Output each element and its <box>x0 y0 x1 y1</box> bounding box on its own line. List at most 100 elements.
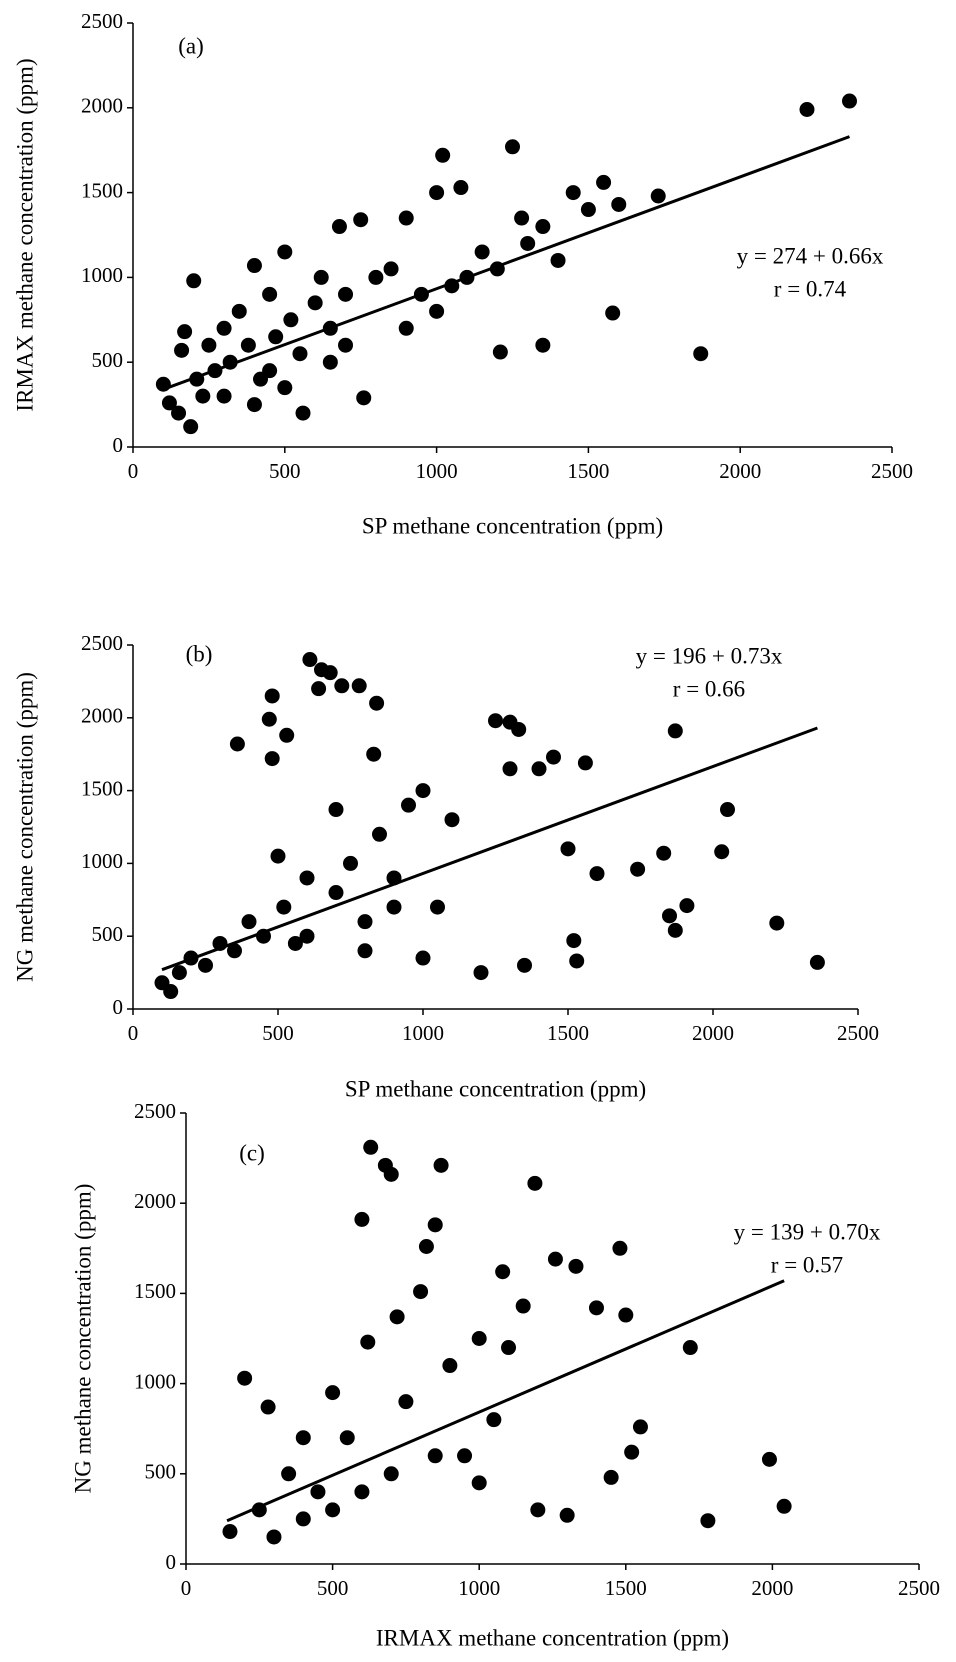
point <box>216 320 232 336</box>
point <box>338 286 354 302</box>
point <box>520 235 536 251</box>
point <box>809 954 825 970</box>
point <box>442 1358 458 1374</box>
point <box>550 252 566 268</box>
point <box>186 273 202 289</box>
x-tick-label: 0 <box>128 459 139 483</box>
point <box>511 721 527 737</box>
y-tick-label: 0 <box>166 1550 177 1574</box>
point <box>262 286 278 302</box>
point <box>415 783 431 799</box>
point <box>502 761 518 777</box>
trendline <box>226 1279 785 1523</box>
point <box>433 1157 449 1173</box>
panel-label: (c) <box>239 1140 265 1165</box>
point <box>565 185 581 201</box>
point <box>299 870 315 886</box>
point <box>580 202 596 218</box>
point <box>368 269 384 285</box>
point <box>547 1251 563 1267</box>
point <box>302 652 318 668</box>
x-tick-label: 2500 <box>898 1576 940 1600</box>
point <box>264 751 280 767</box>
annotation: r = 0.66 <box>673 676 745 701</box>
point <box>356 390 372 406</box>
point <box>163 984 179 1000</box>
point <box>222 1524 238 1540</box>
point <box>270 848 286 864</box>
point <box>292 346 308 362</box>
annotation: y = 274 + 0.66x <box>737 243 884 268</box>
point <box>596 174 612 190</box>
point <box>492 344 508 360</box>
point <box>328 885 344 901</box>
point <box>287 935 303 951</box>
point <box>429 303 445 319</box>
point <box>495 1264 511 1280</box>
y-tick-label: 2500 <box>134 1099 176 1123</box>
point <box>398 210 414 226</box>
point <box>241 914 257 930</box>
point <box>535 337 551 353</box>
point <box>527 1175 543 1191</box>
x-tick-label: 500 <box>262 1021 294 1045</box>
point <box>295 1430 311 1446</box>
point <box>398 1394 414 1410</box>
point <box>577 755 593 771</box>
point <box>444 812 460 828</box>
annotation: y = 196 + 0.73x <box>636 643 783 668</box>
point <box>457 1448 473 1464</box>
point <box>279 727 295 743</box>
point <box>569 953 585 969</box>
x-tick-label: 1500 <box>547 1021 589 1045</box>
point <box>605 305 621 321</box>
point <box>262 363 278 379</box>
point <box>618 1307 634 1323</box>
y-tick-label: 1500 <box>81 776 123 800</box>
point <box>471 1475 487 1491</box>
point <box>343 855 358 871</box>
point <box>155 376 171 392</box>
point <box>535 219 551 235</box>
x-tick-label: 500 <box>269 459 301 483</box>
point <box>383 1166 399 1182</box>
point <box>531 761 547 777</box>
point <box>546 749 561 765</box>
point <box>307 295 323 311</box>
y-tick-label: 0 <box>113 995 124 1019</box>
point <box>177 324 193 340</box>
point <box>386 899 402 915</box>
y-tick-label: 1000 <box>81 263 123 287</box>
x-tick-label: 1000 <box>458 1576 500 1600</box>
point <box>662 908 677 924</box>
point <box>310 1484 326 1500</box>
point <box>354 1484 370 1500</box>
point <box>201 337 217 353</box>
point <box>624 1444 640 1460</box>
point <box>612 1240 628 1256</box>
point <box>372 826 387 842</box>
y-tick-label: 2500 <box>81 9 123 33</box>
x-tick-label: 2000 <box>692 1021 734 1045</box>
point <box>401 797 416 813</box>
point <box>453 180 469 196</box>
point <box>632 1419 648 1435</box>
point <box>369 695 385 711</box>
point <box>693 346 709 362</box>
point <box>415 950 431 966</box>
point <box>227 943 242 959</box>
x-tick-label: 1500 <box>605 1576 647 1600</box>
point <box>240 337 256 353</box>
point <box>246 258 262 274</box>
annotation: r = 0.74 <box>774 276 847 301</box>
point <box>383 1466 399 1482</box>
x-tick-label: 2500 <box>837 1021 879 1045</box>
point <box>237 1370 253 1386</box>
x-tick-label: 0 <box>181 1576 192 1600</box>
point <box>656 845 672 861</box>
point <box>486 1412 502 1428</box>
point <box>174 342 190 358</box>
point <box>714 844 730 860</box>
point <box>413 1284 429 1300</box>
